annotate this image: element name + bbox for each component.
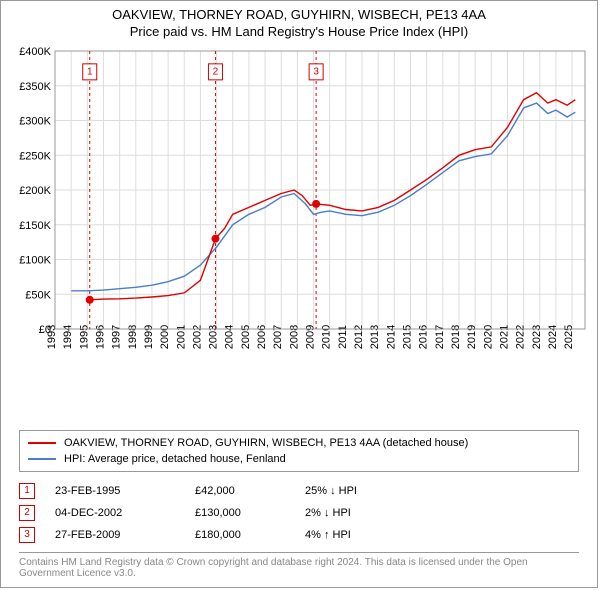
svg-text:£350K: £350K — [19, 81, 51, 93]
transaction-diff: 2% ↓ HPI — [305, 507, 425, 519]
svg-text:1994: 1994 — [62, 325, 74, 349]
svg-text:1998: 1998 — [127, 325, 139, 349]
svg-text:2021: 2021 — [498, 325, 510, 349]
svg-text:2007: 2007 — [272, 325, 284, 349]
svg-text:2017: 2017 — [434, 325, 446, 349]
svg-text:£100K: £100K — [19, 255, 51, 267]
transaction-row: 1 23-FEB-1995£42,00025% ↓ HPI — [19, 480, 579, 502]
svg-text:1995: 1995 — [78, 325, 90, 349]
svg-text:2001: 2001 — [175, 325, 187, 349]
svg-text:1996: 1996 — [94, 325, 106, 349]
svg-text:2018: 2018 — [450, 325, 462, 349]
transaction-date: 23-FEB-1995 — [55, 485, 195, 497]
svg-text:1997: 1997 — [111, 325, 123, 349]
svg-text:2019: 2019 — [466, 325, 478, 349]
svg-text:2022: 2022 — [515, 325, 527, 349]
transaction-row: 2 04-DEC-2002£130,0002% ↓ HPI — [19, 502, 579, 524]
svg-text:£400K: £400K — [19, 46, 51, 58]
svg-text:1993: 1993 — [46, 325, 58, 349]
svg-text:£150K: £150K — [19, 220, 51, 232]
svg-text:2003: 2003 — [208, 325, 220, 349]
svg-text:2013: 2013 — [369, 325, 381, 349]
svg-text:2012: 2012 — [353, 325, 365, 349]
transaction-diff: 4% ↑ HPI — [305, 529, 425, 541]
svg-text:2005: 2005 — [240, 325, 252, 349]
svg-text:2023: 2023 — [531, 325, 543, 349]
svg-text:2009: 2009 — [305, 325, 317, 349]
price-chart-svg: £0£50K£100K£150K£200K£250K£300K£350K£400… — [9, 45, 589, 365]
svg-text:2008: 2008 — [288, 325, 300, 349]
transaction-price: £130,000 — [195, 507, 305, 519]
legend-swatch — [28, 442, 56, 444]
svg-text:3: 3 — [313, 66, 319, 77]
transaction-date: 27-FEB-2009 — [55, 529, 195, 541]
svg-text:2020: 2020 — [482, 325, 494, 349]
legend-label: OAKVIEW, THORNEY ROAD, GUYHIRN, WISBECH,… — [64, 437, 468, 449]
legend-item: HPI: Average price, detached house, Fenl… — [28, 451, 570, 467]
svg-text:£300K: £300K — [19, 116, 51, 128]
svg-text:2015: 2015 — [401, 325, 413, 349]
title-line-1: OAKVIEW, THORNEY ROAD, GUYHIRN, WISBECH,… — [1, 7, 597, 22]
transaction-date: 04-DEC-2002 — [55, 507, 195, 519]
svg-text:£200K: £200K — [19, 185, 51, 197]
legend-swatch — [28, 458, 56, 460]
svg-text:2024: 2024 — [547, 325, 559, 349]
svg-text:2016: 2016 — [418, 325, 430, 349]
svg-text:2006: 2006 — [256, 325, 268, 349]
svg-text:1999: 1999 — [143, 325, 155, 349]
chart-area: £0£50K£100K£150K£200K£250K£300K£350K£400… — [9, 45, 589, 422]
svg-text:2004: 2004 — [224, 325, 236, 349]
attribution-text: Contains HM Land Registry data © Crown c… — [19, 552, 579, 579]
transaction-diff: 25% ↓ HPI — [305, 485, 425, 497]
chart-titles: OAKVIEW, THORNEY ROAD, GUYHIRN, WISBECH,… — [1, 1, 597, 39]
svg-text:2000: 2000 — [159, 325, 171, 349]
svg-text:1: 1 — [87, 66, 93, 77]
title-line-2: Price paid vs. HM Land Registry's House … — [1, 24, 597, 39]
transaction-marker: 1 — [19, 483, 35, 499]
transaction-price: £42,000 — [195, 485, 305, 497]
svg-text:£50K: £50K — [25, 289, 51, 301]
transaction-price: £180,000 — [195, 529, 305, 541]
transaction-marker: 2 — [19, 505, 35, 521]
legend-item: OAKVIEW, THORNEY ROAD, GUYHIRN, WISBECH,… — [28, 435, 570, 451]
svg-text:2: 2 — [213, 66, 219, 77]
svg-text:2002: 2002 — [191, 325, 203, 349]
legend-label: HPI: Average price, detached house, Fenl… — [64, 453, 286, 465]
transaction-marker: 3 — [19, 527, 35, 543]
transaction-row: 3 27-FEB-2009£180,0004% ↑ HPI — [19, 524, 579, 546]
svg-text:2025: 2025 — [563, 325, 575, 349]
svg-text:2010: 2010 — [321, 325, 333, 349]
legend: OAKVIEW, THORNEY ROAD, GUYHIRN, WISBECH,… — [19, 430, 579, 472]
svg-text:£250K: £250K — [19, 150, 51, 162]
svg-text:2014: 2014 — [385, 325, 397, 349]
transaction-list: 1 23-FEB-1995£42,00025% ↓ HPI 2 04-DEC-2002… — [19, 480, 579, 546]
